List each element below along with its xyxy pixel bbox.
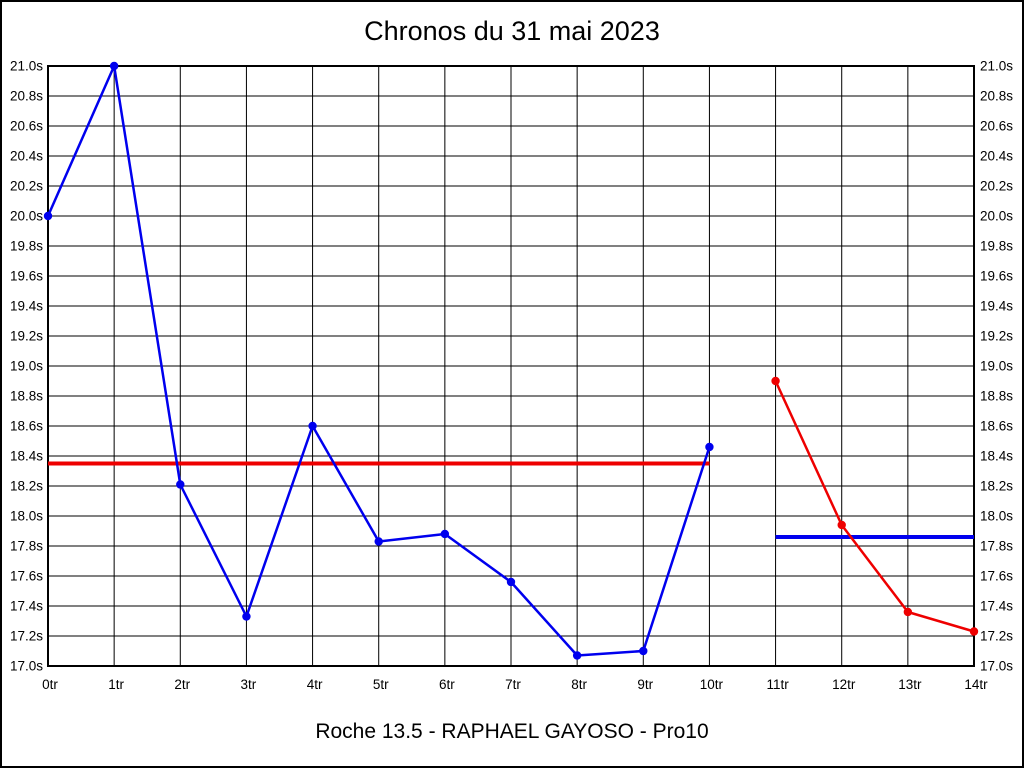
x-tick-label: 6tr: [439, 677, 455, 692]
run-1-lap-times-point: [506, 577, 516, 587]
run-1-lap-times-point: [705, 442, 714, 452]
x-tick-label: 1tr: [108, 677, 124, 692]
y-tick-label-left: 20.4s: [10, 149, 43, 164]
run-2-lap-times-point: [837, 520, 846, 530]
x-tick-label: 8tr: [571, 677, 587, 692]
y-tick-label-left: 18.2s: [10, 479, 43, 494]
y-tick-label-left: 17.2s: [10, 629, 43, 644]
run-1-lap-times-point: [572, 651, 582, 660]
x-tick-label: 2tr: [174, 677, 190, 692]
y-tick-label-right: 17.2s: [980, 629, 1013, 644]
y-tick-label-left: 18.0s: [10, 509, 43, 524]
chart-title: Chronos du 31 mai 2023: [364, 16, 660, 46]
x-tick-label: 13tr: [898, 677, 922, 692]
x-tick-label: 5tr: [373, 677, 389, 692]
run-1-lap-times-point: [308, 421, 317, 431]
y-tick-label-right: 21.0s: [980, 59, 1013, 74]
run-2-lap-times-point: [903, 607, 913, 617]
y-tick-label-right: 20.6s: [980, 119, 1013, 134]
y-tick-label-right: 19.4s: [980, 299, 1013, 314]
y-tick-label-right: 19.8s: [980, 239, 1013, 254]
run-1-lap-times-point: [43, 211, 53, 221]
x-tick-label: 0tr: [42, 677, 58, 692]
x-tick-label: 3tr: [241, 677, 257, 692]
y-tick-label-right: 19.6s: [980, 269, 1013, 284]
y-tick-label-right: 17.6s: [980, 569, 1013, 584]
y-tick-label-right: 20.0s: [980, 209, 1013, 224]
run-2-lap-times-line: [774, 380, 975, 633]
x-tick-label: 4tr: [307, 677, 323, 692]
y-tick-label-right: 20.8s: [980, 89, 1013, 104]
x-tick-label: 10tr: [700, 677, 724, 692]
run-1-lap-times-point: [242, 612, 251, 621]
y-tick-label-left: 18.6s: [10, 419, 43, 434]
y-tick-label-right: 17.0s: [980, 659, 1013, 674]
run-1-lap-times-point: [176, 480, 185, 489]
x-tick-label: 7tr: [505, 677, 521, 692]
y-tick-label-left: 18.8s: [10, 389, 43, 404]
y-tick-label-right: 18.0s: [980, 509, 1013, 524]
y-tick-label-left: 20.2s: [10, 179, 43, 194]
y-tick-label-left: 19.8s: [10, 239, 43, 254]
x-tick-label: 11tr: [766, 677, 789, 692]
y-tick-label-right: 17.8s: [980, 539, 1013, 554]
y-tick-label-left: 19.0s: [10, 359, 43, 374]
y-tick-label-left: 17.6s: [10, 569, 43, 584]
y-tick-label-right: 20.4s: [980, 149, 1013, 164]
y-tick-label-left: 20.8s: [10, 89, 43, 104]
y-tick-label-right: 18.4s: [980, 449, 1013, 464]
y-tick-label-left: 17.8s: [10, 539, 43, 554]
x-tick-label: 9tr: [637, 677, 653, 692]
run-1-lap-times-point: [440, 529, 450, 539]
plot-border: [47, 65, 975, 667]
y-tick-label-left: 17.4s: [10, 599, 43, 614]
y-tick-label-left: 19.2s: [10, 329, 43, 344]
run-2-lap-times-point: [771, 376, 780, 386]
x-tick-label: 12tr: [832, 677, 856, 692]
y-tick-label-left: 20.0s: [10, 209, 43, 224]
run-1-lap-times-point: [639, 646, 648, 656]
y-tick-label-left: 20.6s: [10, 119, 43, 134]
y-tick-label-left: 18.4s: [10, 449, 43, 464]
y-tick-label-right: 18.2s: [980, 479, 1013, 494]
y-tick-label-right: 19.2s: [980, 329, 1013, 344]
y-tick-label-left: 19.4s: [10, 299, 43, 314]
y-tick-label-right: 20.2s: [980, 179, 1013, 194]
y-tick-label-right: 18.6s: [980, 419, 1013, 434]
y-tick-label-right: 17.4s: [980, 599, 1013, 614]
chart-footer: Roche 13.5 - RAPHAEL GAYOSO - Pro10: [315, 720, 709, 743]
run-1-lap-times-point: [374, 537, 383, 546]
run-2-lap-times-point: [969, 627, 979, 636]
y-tick-label-right: 18.8s: [980, 389, 1013, 404]
y-tick-label-right: 19.0s: [980, 359, 1013, 374]
y-tick-label-left: 17.0s: [10, 659, 43, 674]
y-tick-label-left: 21.0s: [10, 59, 43, 74]
x-tick-label: 14tr: [964, 677, 988, 692]
y-tick-label-left: 19.6s: [10, 269, 43, 284]
run-1-lap-times-point: [109, 61, 119, 71]
